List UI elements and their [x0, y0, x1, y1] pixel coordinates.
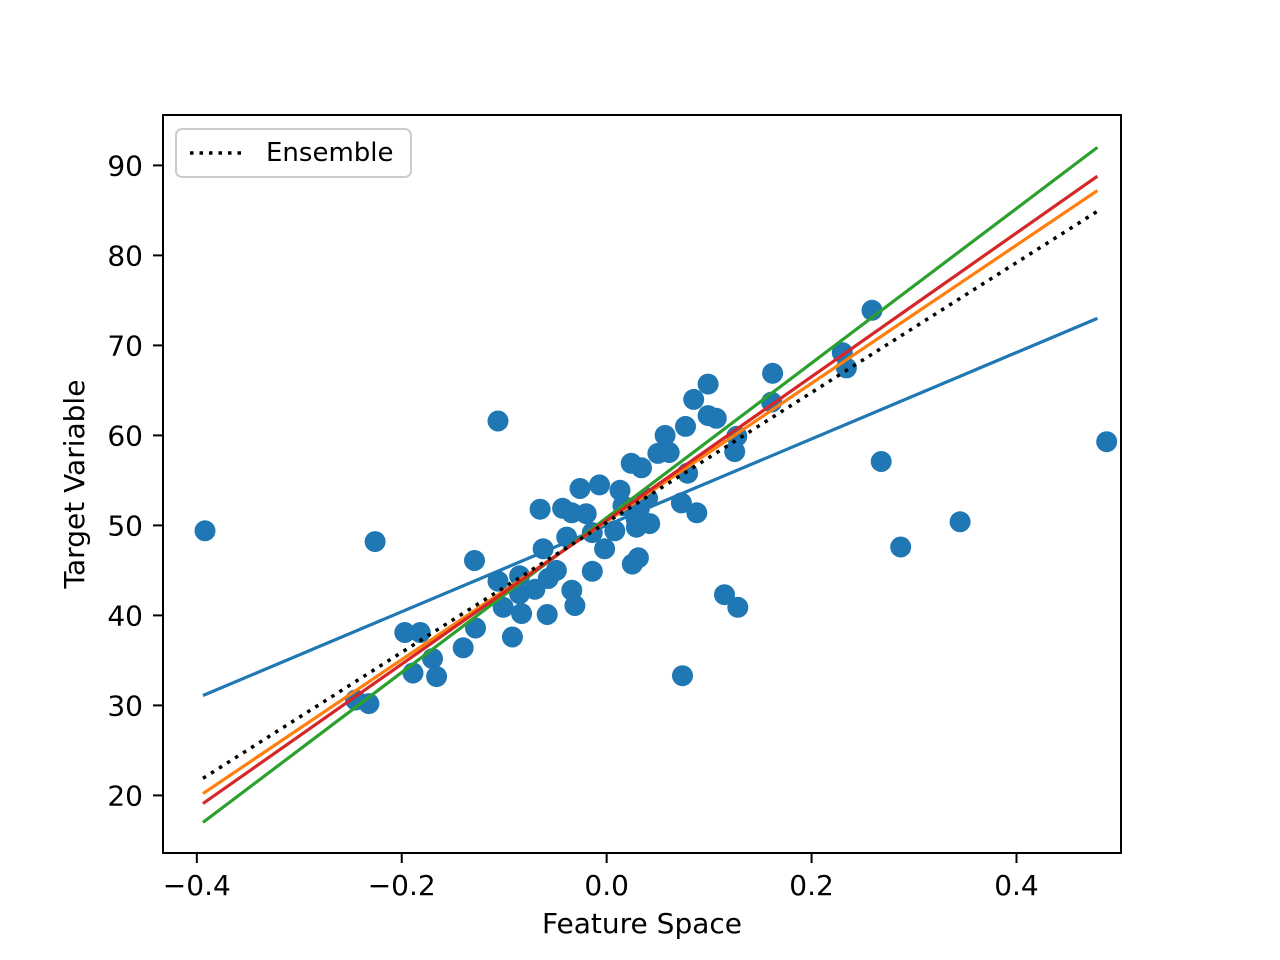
- scatter-point: [714, 584, 735, 606]
- scatter-point: [529, 498, 551, 520]
- scatter-point: [569, 478, 591, 499]
- scatter-point: [705, 407, 727, 429]
- scatter-point: [949, 511, 971, 533]
- scatter-point: [683, 388, 705, 410]
- scatter-point: [511, 603, 533, 625]
- scatter-point: [654, 424, 676, 446]
- scatter-point: [464, 550, 485, 571]
- y-tick-label: 20: [107, 779, 143, 812]
- scatter-point: [501, 626, 523, 648]
- scatter-point: [465, 617, 486, 639]
- scatter-point: [672, 665, 693, 687]
- scatter-point: [639, 513, 661, 535]
- y-tick-label: 70: [107, 329, 143, 362]
- legend: Ensemble: [175, 128, 412, 178]
- y-tick-label: 40: [107, 599, 143, 632]
- scatter-point: [686, 502, 708, 524]
- axes-spines: [162, 114, 1122, 854]
- scatter-point: [675, 415, 696, 437]
- scatter-point: [358, 693, 380, 715]
- y-tick-label: 90: [107, 149, 143, 182]
- y-tick-label: 50: [107, 509, 143, 542]
- scatter-point: [1096, 431, 1118, 453]
- y-tick-label: 60: [107, 419, 143, 452]
- x-tick-label: 0.4: [994, 869, 1039, 902]
- legend-dotted-line-icon: [190, 151, 246, 155]
- scatter-point: [194, 520, 216, 542]
- scatter-point: [452, 637, 474, 659]
- estimator-3-line: [202, 146, 1099, 824]
- x-tick-label: 0.2: [789, 869, 834, 902]
- scatter-point: [564, 595, 586, 616]
- scatter-point: [581, 560, 603, 582]
- scatter-point: [409, 622, 431, 643]
- scatter-point: [422, 648, 443, 670]
- scatter-point: [727, 596, 749, 618]
- x-tick-label: 0.0: [584, 869, 629, 902]
- scatter-point: [762, 362, 784, 384]
- scatter-point: [487, 410, 509, 432]
- x-axis-label: Feature Space: [542, 907, 742, 940]
- scatter-point: [545, 559, 567, 581]
- scatter-point: [870, 451, 892, 472]
- scatter-point: [536, 604, 558, 625]
- scatter-point: [575, 503, 597, 525]
- x-tick-label: −0.4: [163, 869, 231, 902]
- scatter-point: [631, 457, 652, 479]
- x-tick-label: −0.2: [368, 869, 436, 902]
- y-tick-label: 80: [107, 239, 143, 272]
- scatter-point: [724, 441, 746, 463]
- scatter-point: [594, 538, 616, 560]
- estimator-1-line: [202, 316, 1099, 697]
- legend-entry-label: Ensemble: [266, 138, 394, 168]
- scatter-point: [697, 373, 719, 395]
- scatter-point: [426, 666, 448, 688]
- scatter-point: [658, 442, 680, 463]
- scatter-point: [394, 622, 416, 643]
- scatter-point: [487, 570, 509, 592]
- y-axis-label: Target Variable: [58, 380, 91, 590]
- estimator-2-line: [202, 189, 1099, 795]
- y-tick-label: 30: [107, 689, 143, 722]
- scatter-point: [364, 531, 386, 553]
- scatter-point: [627, 547, 649, 569]
- scatter-point: [492, 596, 514, 618]
- estimator-4-line: [202, 174, 1099, 805]
- scatter-point: [589, 474, 610, 496]
- scatter-point: [890, 536, 912, 558]
